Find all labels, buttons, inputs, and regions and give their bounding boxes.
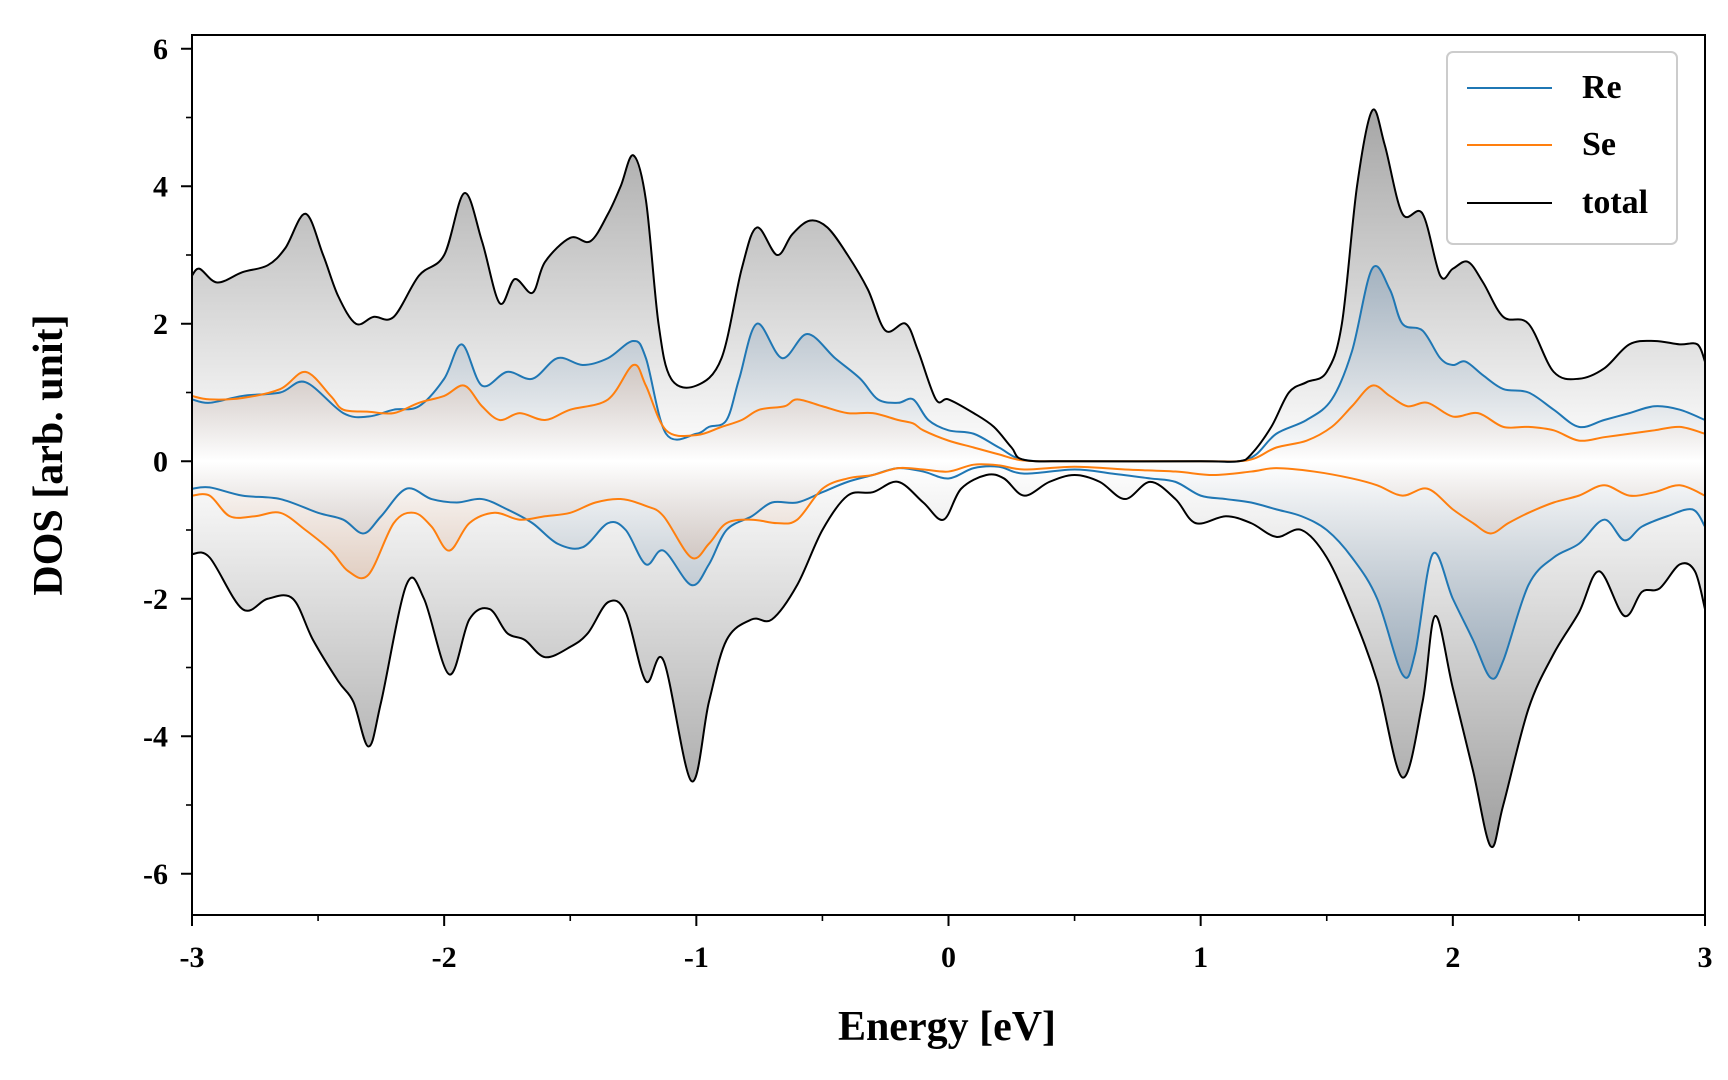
x-tick-label: 0 [941,941,956,974]
y-tick-label: 0 [153,445,168,478]
x-tick-label: -2 [432,941,457,974]
fill-total-spin-down [192,461,1705,848]
fill-se-spin-up [192,364,1705,462]
y-tick-label: 6 [153,33,168,66]
legend: Re Se total [1446,51,1678,245]
line-total-spin-up [191,108,1706,463]
y-tick-label: -4 [143,720,168,753]
x-tick-label: 1 [1193,941,1208,974]
y-tick-label: 2 [153,308,168,341]
fill-re-spin-down [192,461,1705,679]
ticks: -3 -2 -1 0 1 2 3 -6 -4 -2 0 2 4 6 [143,33,1713,974]
x-axis-label: Energy [eV] [838,1004,1056,1050]
line-re-spin-up [191,265,1706,463]
x-tick-label: 3 [1698,941,1713,974]
y-tick-label: 4 [153,170,168,203]
x-tick-label: 2 [1445,941,1460,974]
line-se-spin-up [191,363,1706,463]
series-lines [191,108,1706,849]
line-re-spin-down [191,465,1706,680]
legend-label-re: Re [1582,69,1622,106]
y-tick-label: -2 [143,583,168,616]
line-total-spin-down [191,473,1706,849]
legend-label-total: total [1582,184,1648,221]
x-tick-label: -3 [180,941,205,974]
y-tick-label: -6 [143,858,168,891]
y-axis-label: DOS [arb. unit] [26,314,72,595]
legend-frame [1446,51,1678,245]
x-tick-label: -1 [684,941,709,974]
legend-label-se: Se [1582,126,1616,163]
fill-se-spin-down [192,461,1705,579]
line-se-spin-down [191,463,1706,580]
